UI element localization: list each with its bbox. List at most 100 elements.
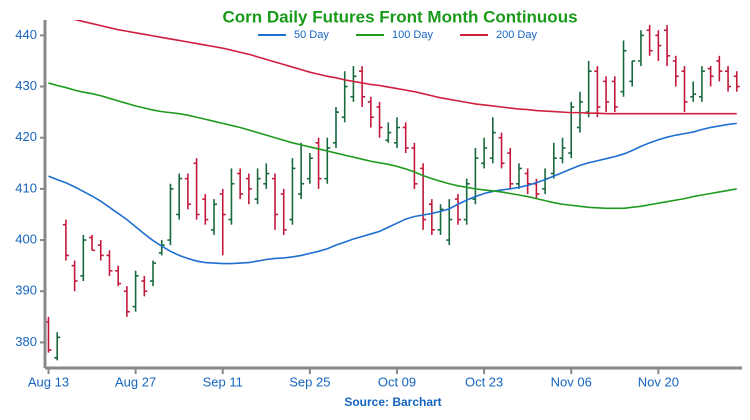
x-tick-label: Oct 23 <box>465 374 503 389</box>
ohlc-bar <box>228 168 235 225</box>
x-tick-label: Nov 20 <box>638 374 679 389</box>
ohlc-bar <box>568 101 575 159</box>
ohlc-bar <box>463 178 470 225</box>
ohlc-bar <box>446 199 453 246</box>
x-tick-label: Nov 06 <box>551 374 592 389</box>
ohlc-bar <box>211 199 218 235</box>
moving-average-line <box>48 82 737 210</box>
ohlc-bar <box>603 76 610 113</box>
ohlc-bar <box>123 286 130 317</box>
ohlc-bar <box>420 163 427 230</box>
ohlc-bar <box>559 137 566 164</box>
ohlc-bar <box>690 81 697 102</box>
ohlc-bar <box>428 199 435 235</box>
ohlc-bar <box>472 147 479 205</box>
ohlc-bar <box>106 250 113 276</box>
y-tick-label: 400 <box>15 231 37 246</box>
ohlc-bar <box>89 234 96 252</box>
moving-average-line <box>73 20 737 115</box>
ohlc-bar <box>637 30 644 67</box>
ohlc-bar <box>594 66 601 118</box>
ohlc-bar <box>272 173 279 230</box>
ohlc-bar <box>393 117 400 148</box>
y-tick-label: 380 <box>15 334 37 349</box>
ohlc-bar <box>350 66 357 102</box>
ohlc-bar <box>515 163 522 189</box>
ohlc-bar <box>254 168 261 205</box>
ohlc-bar <box>402 122 409 154</box>
ohlc-bar <box>315 137 322 189</box>
y-tick-label: 430 <box>15 78 37 93</box>
ohlc-bar <box>585 60 592 118</box>
ohlc-bar <box>359 66 366 107</box>
x-tick-label: Aug 27 <box>115 374 156 389</box>
ohlc-bar <box>324 137 331 184</box>
ohlc-bar <box>646 25 653 56</box>
y-tick-label: 390 <box>15 283 37 298</box>
ohlc-bar <box>385 122 392 143</box>
ohlc-bar <box>306 153 313 184</box>
ohlc-bar <box>498 132 505 169</box>
y-tick-label: 420 <box>15 129 37 144</box>
ohlc-bar <box>411 142 418 189</box>
ohlc-bar <box>289 158 296 225</box>
x-tick-label: Aug 13 <box>28 374 69 389</box>
ohlc-bar <box>524 168 531 194</box>
ohlc-bar <box>481 137 488 169</box>
chart-title: Corn Daily Futures Front Month Continuou… <box>222 7 577 26</box>
ohlc-bar <box>193 158 200 220</box>
ohlc-bar <box>707 66 714 87</box>
ohlc-bar <box>80 234 87 281</box>
ohlc-bar <box>132 270 139 312</box>
ohlc-bar <box>681 66 688 113</box>
y-tick-label: 410 <box>15 180 37 195</box>
ohlc-bar <box>54 332 61 361</box>
moving-average-line <box>48 122 737 265</box>
ohlc-bar <box>698 66 705 102</box>
ohlc-bar <box>655 30 662 61</box>
plot-area <box>45 20 740 361</box>
ohlc-bar <box>115 265 122 287</box>
ohlc-bar <box>611 76 618 113</box>
legend-label: 100 Day <box>392 29 433 41</box>
ohlc-bar <box>141 275 148 297</box>
ohlc-bar <box>332 107 339 148</box>
ohlc-bar <box>733 71 740 92</box>
ohlc-bar <box>376 101 383 138</box>
ohlc-bar <box>202 194 209 225</box>
ohlc-bar <box>62 219 69 261</box>
x-tick-label: Oct 09 <box>378 374 416 389</box>
ohlc-bar <box>219 188 226 256</box>
ohlc-bar <box>97 240 104 261</box>
ohlc-bar <box>167 183 174 246</box>
legend-label: 50 Day <box>294 29 329 41</box>
ohlc-bar <box>550 142 557 179</box>
ohlc-bar <box>263 163 270 189</box>
ohlc-bar <box>245 173 252 205</box>
legend-label: 200 Day <box>496 29 537 41</box>
ohlc-bar <box>629 60 636 87</box>
source-note: Source: Barchart <box>344 395 441 409</box>
ohlc-bar <box>158 240 165 256</box>
ohlc-bar <box>725 66 732 92</box>
ohlc-bar <box>298 142 305 200</box>
ohlc-bar <box>716 55 723 82</box>
ohlc-bar <box>454 194 461 225</box>
ohlc-bar <box>507 147 514 189</box>
ohlc-bar <box>280 188 287 235</box>
ohlc-bar <box>150 260 157 287</box>
ohlc-bar <box>367 96 374 128</box>
ohlc-bar <box>237 168 244 200</box>
ohlc-bar <box>437 204 444 235</box>
x-tick-label: Sep 11 <box>203 374 243 389</box>
ohlc-bar <box>184 173 191 210</box>
y-tick-label: 440 <box>15 27 37 42</box>
ohlc-bar <box>664 25 671 67</box>
ohlc-bar <box>489 117 496 164</box>
ohlc-bar <box>71 260 78 292</box>
ohlc-bar <box>620 40 627 97</box>
ohlc-bar <box>176 173 183 220</box>
x-tick-label: Sep 25 <box>289 374 330 389</box>
ohlc-bar <box>672 55 679 87</box>
